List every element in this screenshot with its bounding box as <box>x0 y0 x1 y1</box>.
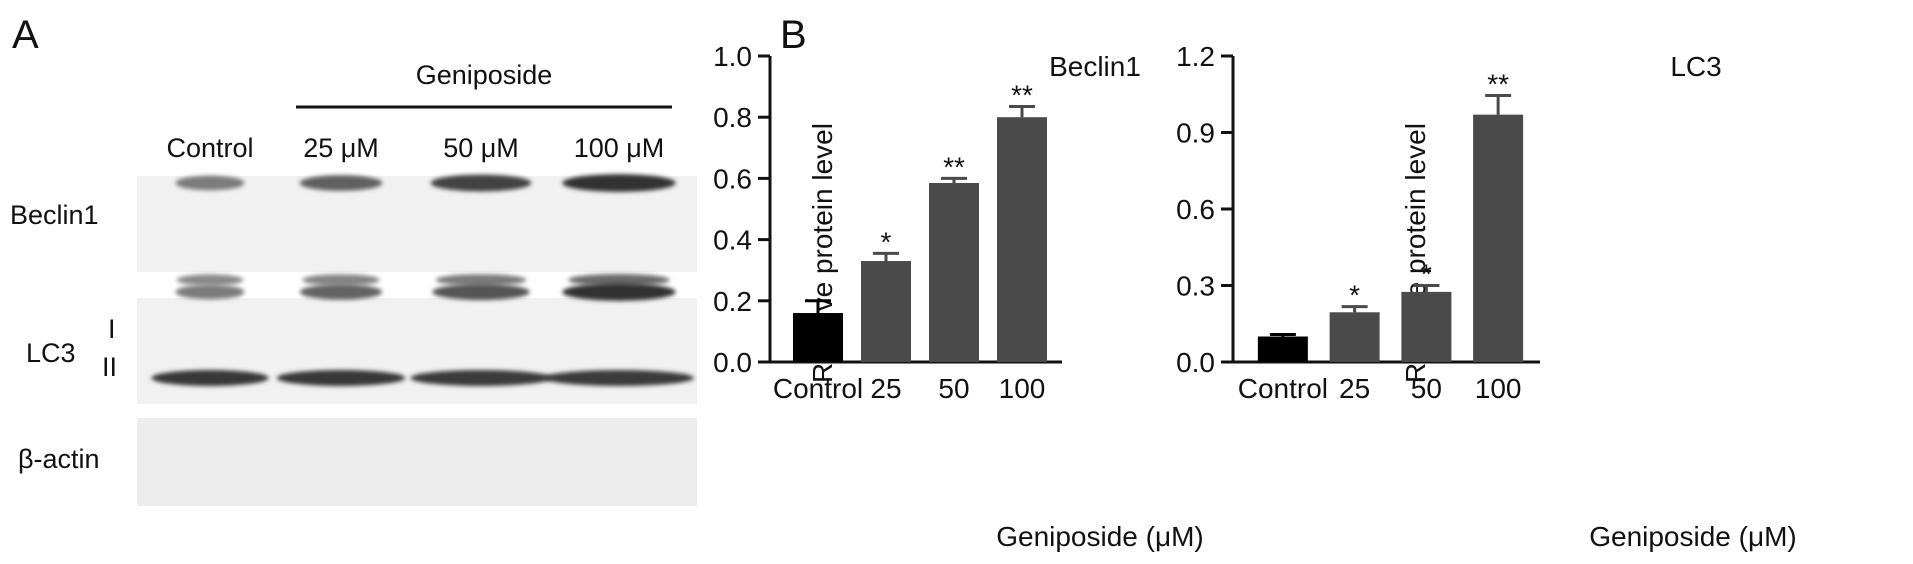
significance-marker: ** <box>1011 79 1033 110</box>
lc3-ii-band <box>562 283 676 301</box>
x-tick-label: 25 <box>870 373 901 404</box>
significance-marker: * <box>881 226 892 257</box>
bar <box>1473 114 1524 363</box>
lc3-i-band <box>435 274 527 286</box>
y-tick-label: 0.0 <box>713 347 752 378</box>
beta-actin-row-label: β-actin <box>18 444 100 474</box>
significance-marker: * <box>1421 259 1432 290</box>
beta-actin-bands <box>151 370 695 386</box>
lc3-row-label: LC3 <box>26 338 76 368</box>
bar <box>793 313 843 362</box>
y-tick-label: 0.3 <box>1176 271 1215 302</box>
y-tick-label: 1.0 <box>713 41 752 72</box>
bar <box>1329 312 1380 362</box>
lc3-blot-strip <box>137 298 697 404</box>
panel-a-label: A <box>12 13 39 57</box>
x-tick-label: 25 <box>1339 373 1370 404</box>
x-tick-label: 100 <box>999 373 1046 404</box>
beclin1-row-label: Beclin1 <box>10 200 99 230</box>
lc3-form-ii-label: II <box>102 352 117 382</box>
lc3-ii-band <box>175 284 245 300</box>
lc3-form-i-label: I <box>108 314 116 344</box>
panel-b: B Beclin1 Relative protein level Genipos… <box>713 13 1797 552</box>
bar <box>1257 336 1308 362</box>
beclin1-band <box>430 174 532 192</box>
y-tick-label: 0.6 <box>1176 194 1215 225</box>
y-tick-label: 1.2 <box>1176 41 1215 72</box>
x-axis-label: Geniposide (μM) <box>996 521 1204 552</box>
x-axis-label: Geniposide (μM) <box>1589 521 1797 552</box>
x-tick-label: 50 <box>1411 373 1442 404</box>
lc3-bands <box>175 273 676 301</box>
lane-label: Control <box>166 133 253 163</box>
y-tick-label: 0.0 <box>1176 347 1215 378</box>
lc3-i-band <box>176 274 244 286</box>
beclin1-band <box>299 175 383 191</box>
x-tick-label: Control <box>773 373 863 404</box>
significance-marker: * <box>1349 280 1360 311</box>
beclin1-blot-strip <box>137 176 697 272</box>
chart-title: LC3 <box>1670 51 1721 82</box>
lc3-i-band <box>568 273 670 287</box>
lc3-ii-band <box>432 283 530 301</box>
lane-label: 50 μM <box>443 133 519 163</box>
lc3-ii-band <box>299 284 383 300</box>
y-tick-label: 0.9 <box>1176 118 1215 149</box>
y-tick-label: 0.6 <box>713 163 752 194</box>
beta-actin-band <box>543 370 695 386</box>
beta-actin-band <box>276 370 406 386</box>
geniposide-group-label: Geniposide <box>416 60 553 90</box>
chart-beclin1: Beclin1 Relative protein level Geniposid… <box>713 41 1204 552</box>
lane-label: 100 μM <box>574 133 665 163</box>
x-tick-label: Control <box>1238 373 1328 404</box>
beta-actin-band <box>151 370 269 386</box>
beta-actin-band <box>410 370 552 386</box>
y-tick-label: 0.8 <box>713 102 752 133</box>
x-tick-label: 50 <box>938 373 969 404</box>
y-tick-label: 0.2 <box>713 286 752 317</box>
beclin1-band <box>562 174 676 192</box>
beclin1-band <box>175 175 245 191</box>
significance-marker: ** <box>1487 69 1509 100</box>
chart-title: Beclin1 <box>1049 51 1141 82</box>
beta-actin-blot-strip <box>137 418 697 506</box>
bar <box>1401 291 1452 362</box>
x-tick-label: 100 <box>1475 373 1522 404</box>
panel-b-label: B <box>780 13 807 57</box>
significance-marker: ** <box>943 151 965 182</box>
bar <box>861 261 911 362</box>
y-tick-label: 0.4 <box>713 225 752 256</box>
panel-a: A Geniposide Control 25 μM 50 μM 100 μM … <box>10 13 697 506</box>
lc3-i-band <box>302 274 380 286</box>
bar <box>929 182 979 362</box>
beclin1-bands <box>175 174 676 192</box>
chart-lc3: LC3 Relative protein level Geniposide (μ… <box>1176 41 1797 552</box>
bar <box>997 117 1047 362</box>
lane-label: 25 μM <box>303 133 379 163</box>
